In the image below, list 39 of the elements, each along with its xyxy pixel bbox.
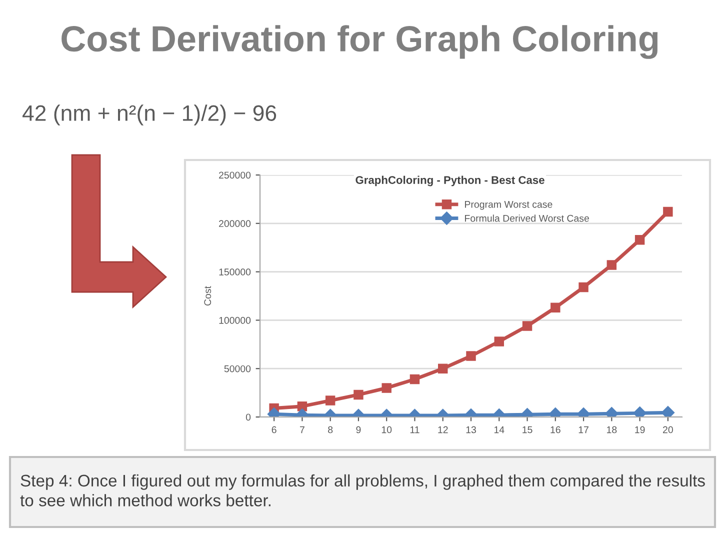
- y-tick-label: 150000: [219, 268, 251, 276]
- y-tick-label: 200000: [219, 220, 251, 228]
- x-tick-label: 17: [578, 426, 588, 434]
- x-tick-label: 16: [550, 426, 560, 434]
- x-tick-label: 10: [382, 426, 392, 434]
- x-tick-label: 15: [522, 426, 532, 434]
- x-tick-label: 11: [410, 426, 420, 434]
- point: [466, 351, 476, 361]
- point: [550, 302, 560, 312]
- point: [438, 364, 448, 374]
- chart-title: Cost Derivation for Graph Coloring: [62, 25, 658, 59]
- x-tick-label: 6: [272, 426, 276, 434]
- x-tick-label: 19: [635, 426, 645, 434]
- x-tick-label: 13: [466, 426, 476, 434]
- x-tick-label: 7: [300, 426, 304, 434]
- x-tick-label: 12: [438, 426, 448, 434]
- legend-label: Program Worst case: [465, 201, 552, 210]
- x-tick-label: 18: [607, 426, 617, 434]
- point: [634, 234, 645, 245]
- text: 42 (nm + n²(n − 1)/2) − 96: [22, 104, 276, 126]
- y-axis-title: Cost: [204, 286, 212, 306]
- y-tick-label: 250000: [219, 172, 251, 179]
- point: [606, 260, 617, 270]
- x-tick-label: 20: [663, 426, 673, 434]
- y-tick-label: 100000: [219, 316, 251, 324]
- x-tick-label: 14: [494, 426, 504, 434]
- y-tick-label: 0: [246, 414, 251, 421]
- point: [494, 336, 504, 346]
- point: [522, 321, 532, 331]
- y-tick-label: 50000: [224, 365, 251, 372]
- point: [661, 406, 675, 417]
- chart-subtitle: GraphColoring - Python - Best Case: [356, 176, 544, 186]
- legend-label: Formula Derived Worst Case: [465, 214, 589, 222]
- point: [410, 374, 420, 384]
- text: Step 4: Once I figured out my formulas for all problems, I graphed them compared the results to see which method works better.: [20, 474, 705, 506]
- x-tick-label: 8: [328, 426, 333, 434]
- point: [578, 282, 588, 292]
- point: [663, 206, 673, 217]
- x-tick-label: 9: [356, 426, 361, 434]
